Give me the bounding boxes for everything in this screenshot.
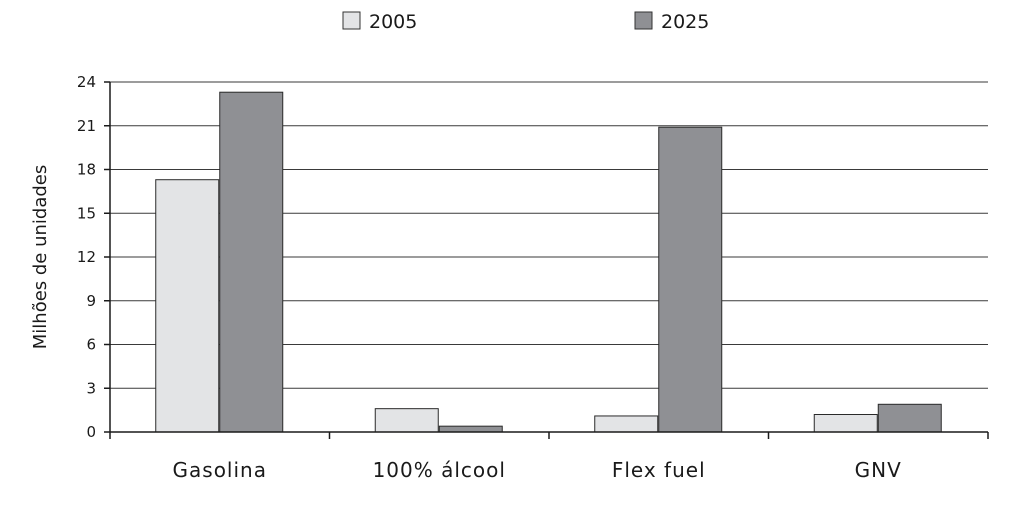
y-tick-label: 15 [77,204,96,222]
y-axis-label: Milhões de unidades [30,165,51,350]
x-category-label: GNV [855,458,902,482]
y-tick-label: 6 [86,336,96,354]
y-tick-label: 12 [77,248,96,266]
bar-2025-1 [438,425,503,433]
x-axis [109,432,989,439]
bar-2005-1 [374,408,439,433]
bar-2025-2 [658,126,723,433]
bar-2025-0 [219,91,284,433]
bars [155,91,942,433]
y-tick-label: 9 [86,292,96,310]
x-category-label: 100% álcool [373,458,506,482]
legend-swatch-2005 [342,11,361,30]
y-tick-label: 0 [86,423,96,441]
y-axis-ticks: 0 3 6 9 12 15 18 21 24 [77,73,110,441]
bar-2005-0 [155,179,220,433]
bar-2025-3 [877,403,942,433]
legend: 2005 2025 [342,11,709,33]
bar-2005-3 [813,414,878,433]
category-labels: Gasolina 100% álcool Flex fuel GNV [173,458,902,482]
y-tick-label: 24 [77,73,96,91]
y-tick-label: 18 [77,161,96,179]
legend-label-2005: 2005 [369,11,417,33]
x-category-label: Gasolina [173,458,267,482]
y-tick-label: 21 [77,117,96,135]
legend-item-2005: 2005 [342,11,417,33]
x-category-label: Flex fuel [612,458,706,482]
legend-label-2025: 2025 [661,11,709,33]
legend-item-2025: 2025 [634,11,709,33]
y-tick-label: 3 [86,379,96,397]
legend-swatch-2025 [634,11,653,30]
bar-2005-2 [594,415,659,433]
